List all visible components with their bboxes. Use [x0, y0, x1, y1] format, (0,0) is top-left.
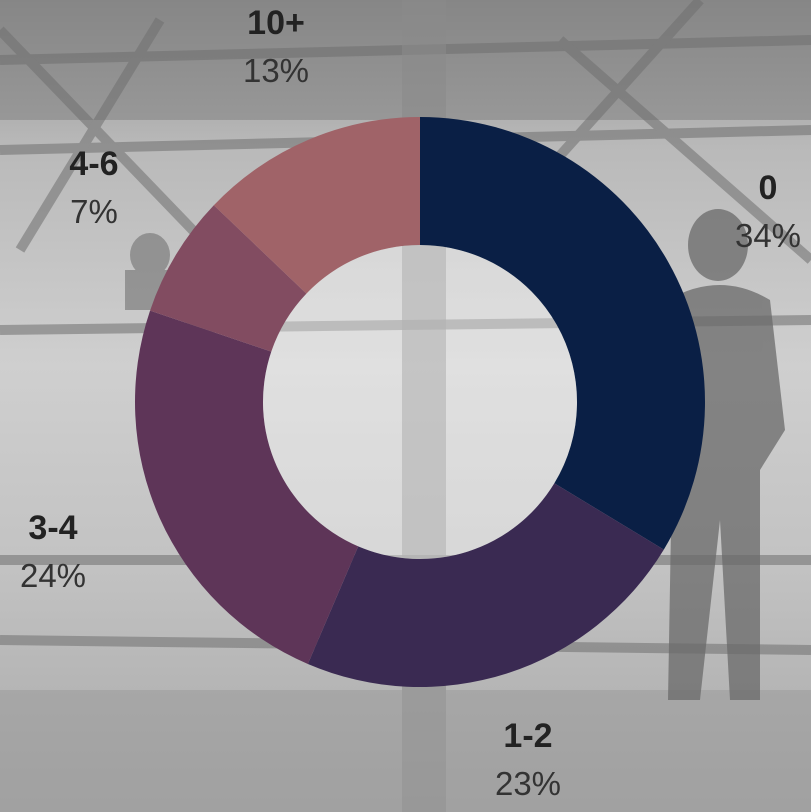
donut-slice-1: [420, 117, 705, 550]
category-label: 10+: [247, 4, 305, 42]
slice-label-3: 3-4 24%: [20, 508, 86, 604]
percent-label: 34%: [734, 217, 802, 254]
percent-label: 13%: [242, 52, 310, 89]
slice-label-4: 4-6 7%: [69, 144, 118, 240]
slice-label-5: 10+ 13%: [243, 3, 309, 99]
category-label: 0: [758, 169, 778, 207]
donut-slice-2: [307, 483, 664, 687]
percent-label: 7%: [70, 193, 118, 230]
donut-slice-3: [134, 310, 359, 665]
slice-label-1: 0 34%: [735, 168, 801, 264]
donut-hole: [263, 245, 577, 559]
category-label: 4-6: [69, 145, 119, 183]
category-label: 3-4: [28, 509, 78, 547]
percent-label: 24%: [19, 557, 87, 594]
donut-slice-4: [150, 205, 307, 352]
category-label: 1-2: [503, 717, 553, 755]
donut-slice-5: [213, 116, 420, 294]
slice-label-2: 1-2 23%: [495, 716, 561, 812]
percent-label: 23%: [494, 765, 562, 802]
